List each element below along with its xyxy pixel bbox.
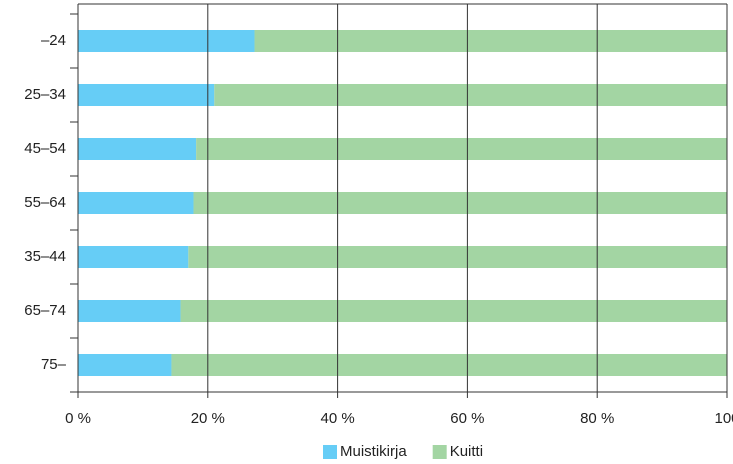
x-tick-label: 60 % (450, 410, 484, 427)
bar-segment (254, 30, 727, 52)
y-tick-label: –24 (41, 32, 66, 49)
bar-segment (78, 354, 172, 376)
bar-segment (78, 300, 181, 322)
bar-segment (180, 300, 728, 322)
legend-swatch (323, 445, 337, 459)
y-tick-label: 65–74 (24, 302, 66, 319)
bar-segment (196, 138, 728, 160)
bar-segment (214, 84, 728, 106)
y-tick-label: 45–54 (24, 140, 66, 157)
bar-segment (78, 30, 255, 52)
bar-segment (171, 354, 727, 376)
y-tick-label: 75– (41, 356, 67, 373)
legend-label: Kuitti (450, 443, 483, 460)
y-tick-label: 35–44 (24, 248, 66, 265)
bar-segment (78, 138, 197, 160)
legend-swatch (432, 445, 447, 459)
x-tick-label: 100 (714, 410, 733, 427)
x-tick-label: 0 % (65, 410, 91, 427)
bar-segment (193, 192, 728, 214)
x-tick-label: 20 % (191, 410, 225, 427)
bar-segment (78, 246, 189, 268)
legend-label: Muistikirja (340, 443, 407, 460)
y-tick-label: 25–34 (24, 86, 66, 103)
x-tick-label: 80 % (580, 410, 614, 427)
bar-segment (78, 192, 194, 214)
bar-segment (78, 84, 215, 106)
y-tick-label: 55–64 (24, 194, 66, 211)
bar-segment (188, 246, 727, 268)
x-tick-label: 40 % (320, 410, 354, 427)
